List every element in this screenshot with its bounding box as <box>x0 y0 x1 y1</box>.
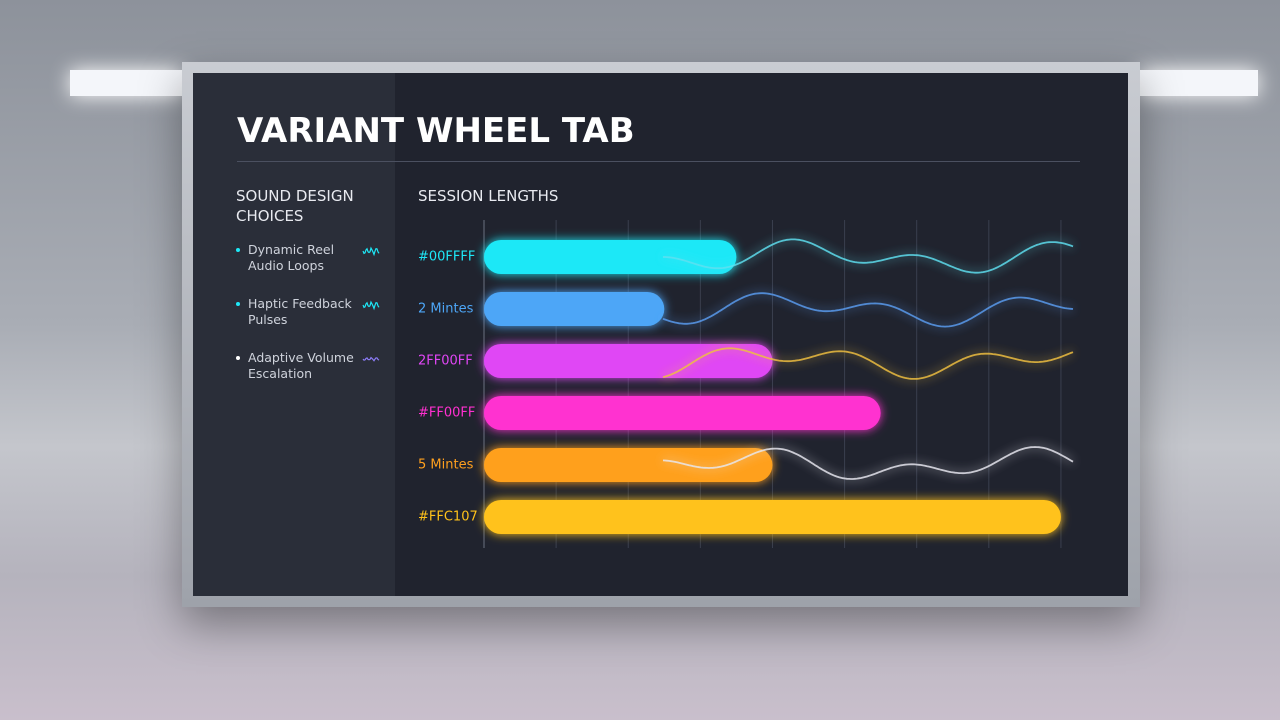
bar <box>484 292 665 326</box>
category-label: #FFC107 <box>418 510 478 525</box>
bar <box>484 240 737 274</box>
category-label: #FF00FF <box>418 406 475 421</box>
sidebar-item: Haptic Feedback Pulses <box>236 296 360 328</box>
display: VARIANT WHEEL TAB SOUND DESIGN CHOICES D… <box>182 62 1140 607</box>
bullet <box>236 302 240 306</box>
category-label: 5 Mintes <box>418 458 474 473</box>
waveform <box>662 446 1074 480</box>
item-text: Adaptive Volume Escalation <box>248 350 354 381</box>
bar <box>484 396 881 430</box>
sidebar-item: Dynamic Reel Audio Loops <box>236 242 360 274</box>
bar <box>484 500 1061 534</box>
sound-icon <box>362 356 380 362</box>
chart: #00FFFF 2 Mintes 2FF00FF #FF00FF 5 Mintes #FF… <box>362 220 1074 548</box>
bar <box>484 344 773 378</box>
category-label: #00FFFF <box>418 250 475 265</box>
bullet <box>236 356 240 360</box>
title: VARIANT WHEEL TAB <box>237 111 635 151</box>
category-label: 2 Mintes <box>418 302 474 317</box>
bullet <box>236 248 240 252</box>
sidebar <box>193 73 395 596</box>
sidebar-item: Adaptive Volume Escalation <box>236 350 360 382</box>
divider <box>237 161 1080 162</box>
sidebar-heading: SOUND DESIGN CHOICES <box>236 187 354 225</box>
waveform <box>663 238 1074 274</box>
chart-title: SESSION LENGTHS <box>418 187 559 205</box>
item-text: Dynamic Reel Audio Loops <box>248 242 335 273</box>
sound-icon <box>362 246 380 257</box>
ceiling-light <box>70 70 182 96</box>
item-text: Haptic Feedback Pulses <box>248 296 352 327</box>
bar <box>484 448 773 482</box>
ceiling-light <box>1140 70 1258 96</box>
category-label: 2FF00FF <box>418 354 473 369</box>
waveform <box>662 347 1074 380</box>
screen: VARIANT WHEEL TAB SOUND DESIGN CHOICES D… <box>193 73 1128 596</box>
waveform <box>662 292 1074 328</box>
sound-icon <box>362 300 380 311</box>
